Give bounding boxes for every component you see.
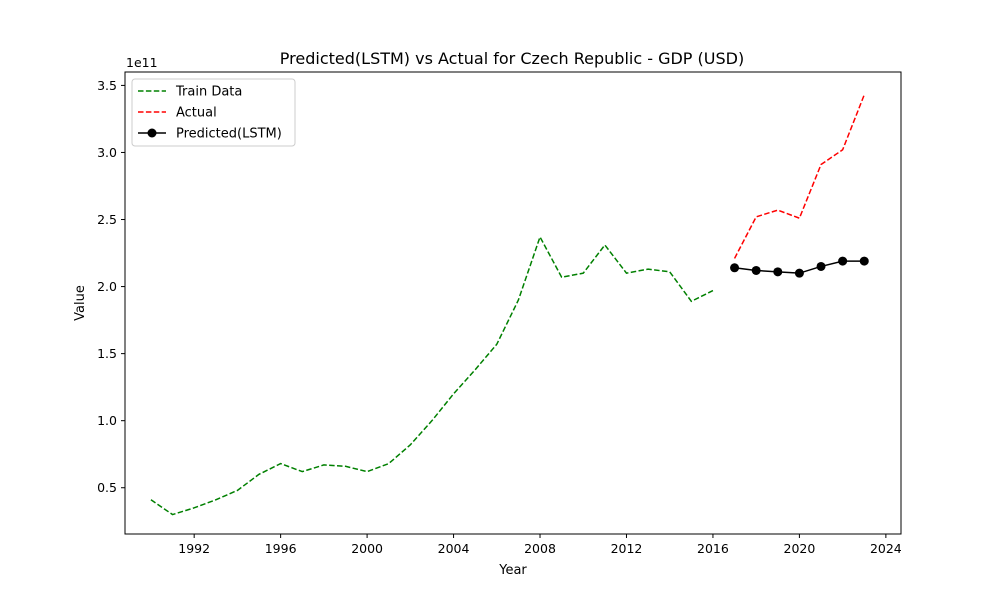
- y-offset-label: 1e11: [126, 55, 158, 70]
- series-line-train-data: [150, 235, 714, 516]
- plot-area: [124, 71, 902, 535]
- x-tick-label: 2020: [784, 541, 816, 556]
- x-tick-label: 2008: [524, 541, 556, 556]
- data-point-predicted-lstm: [730, 263, 740, 273]
- y-tick-label: 1.5: [97, 346, 117, 361]
- data-point-predicted-lstm: [773, 267, 783, 277]
- series-layer: [150, 94, 869, 516]
- legend-marker-predicted-lstm: [147, 128, 157, 138]
- x-axis-label: Year: [498, 563, 527, 578]
- x-tick-label: 2004: [438, 541, 470, 556]
- chart-title: Predicted(LSTM) vs Actual for Czech Repu…: [280, 49, 744, 68]
- y-tick-label: 0.5: [97, 480, 117, 495]
- legend-label-actual: Actual: [176, 106, 217, 121]
- legend: Train Data Actual Predicted(LSTM): [131, 78, 296, 147]
- legend-label-predicted-lstm: Predicted(LSTM): [176, 127, 282, 142]
- x-tick-label: 1992: [178, 541, 210, 556]
- y-axis: 0.5 1.0 1.5 2.0 2.5 3.0 3.5: [97, 78, 125, 495]
- x-tick-label: 2000: [351, 541, 383, 556]
- data-point-predicted-lstm: [838, 256, 848, 266]
- legend-box: [131, 78, 296, 147]
- y-tick-label: 2.0: [97, 279, 117, 294]
- y-tick-label: 3.5: [97, 78, 117, 93]
- x-axis: 1992 1996 2000 2004 2008 2012 2016 2020 2024: [178, 534, 902, 556]
- data-point-predicted-lstm: [816, 261, 826, 271]
- series-line-actual: [733, 94, 865, 259]
- data-point-predicted-lstm: [794, 268, 804, 278]
- x-tick-label: 2016: [697, 541, 729, 556]
- y-axis-label: Value: [73, 285, 88, 321]
- x-tick-label: 1996: [265, 541, 297, 556]
- x-tick-label: 2024: [870, 541, 902, 556]
- legend-label-train-data: Train Data: [175, 85, 242, 100]
- data-point-predicted-lstm: [751, 265, 761, 275]
- y-tick-label: 3.0: [97, 145, 117, 160]
- y-tick-label: 2.5: [97, 212, 117, 227]
- x-tick-label: 2012: [611, 541, 643, 556]
- data-point-predicted-lstm: [859, 256, 869, 266]
- y-tick-label: 1.0: [97, 413, 117, 428]
